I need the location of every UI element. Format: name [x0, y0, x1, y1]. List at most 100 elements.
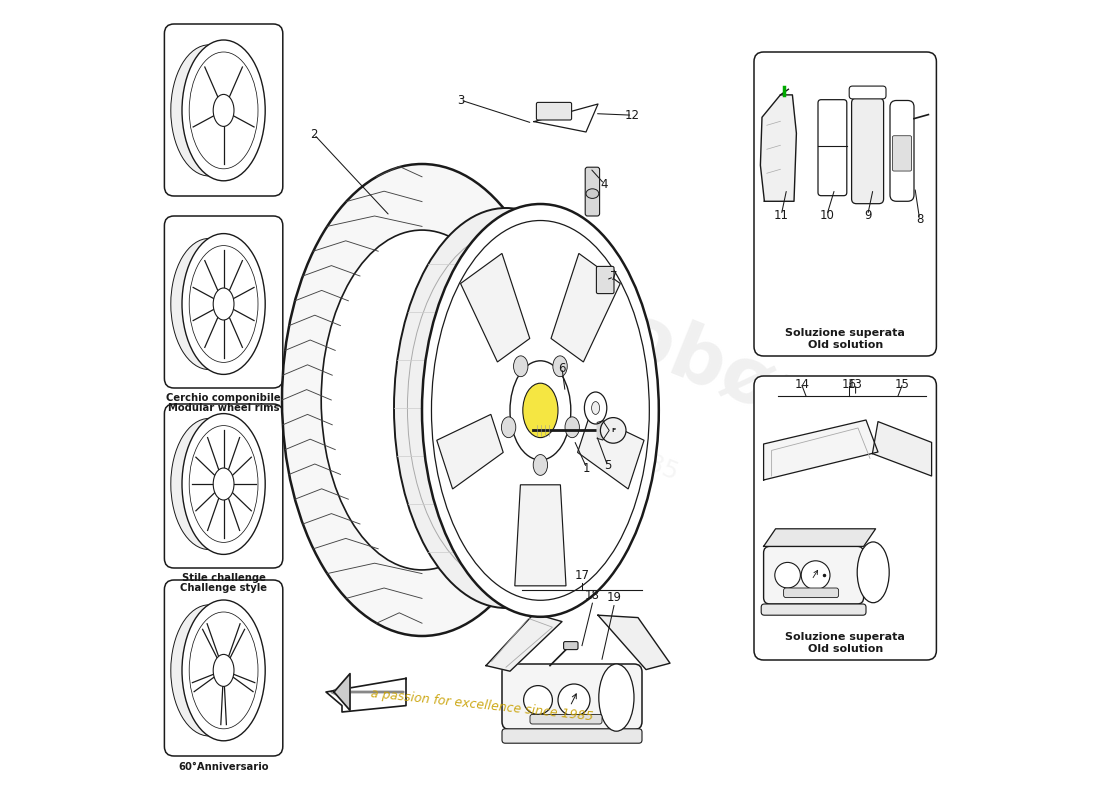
Text: 13: 13	[848, 378, 864, 390]
FancyBboxPatch shape	[892, 136, 912, 171]
Polygon shape	[486, 614, 562, 671]
Text: Soluzione superata: Soluzione superata	[785, 328, 905, 338]
Text: 3: 3	[456, 94, 464, 106]
FancyBboxPatch shape	[585, 167, 600, 216]
Ellipse shape	[857, 542, 889, 602]
Ellipse shape	[213, 654, 234, 686]
Ellipse shape	[213, 288, 234, 320]
Ellipse shape	[586, 189, 598, 198]
Text: 5: 5	[604, 459, 612, 472]
FancyBboxPatch shape	[530, 714, 602, 724]
Polygon shape	[598, 615, 670, 670]
Ellipse shape	[182, 234, 265, 374]
Text: 16: 16	[842, 378, 857, 390]
Ellipse shape	[170, 605, 248, 736]
Ellipse shape	[522, 383, 558, 438]
Text: 8: 8	[916, 213, 923, 226]
Text: since 1985: since 1985	[547, 411, 682, 485]
Text: 9: 9	[864, 209, 871, 222]
Polygon shape	[461, 254, 530, 362]
Polygon shape	[763, 529, 876, 546]
Text: 17: 17	[574, 569, 590, 582]
Ellipse shape	[598, 664, 634, 731]
FancyBboxPatch shape	[164, 24, 283, 196]
Ellipse shape	[170, 45, 248, 176]
Ellipse shape	[182, 414, 265, 554]
FancyBboxPatch shape	[849, 86, 886, 99]
Ellipse shape	[422, 204, 659, 617]
Ellipse shape	[213, 94, 234, 126]
Polygon shape	[437, 414, 503, 489]
Polygon shape	[763, 420, 878, 480]
Polygon shape	[760, 95, 796, 202]
Ellipse shape	[592, 402, 600, 414]
Polygon shape	[326, 678, 406, 712]
Ellipse shape	[502, 417, 516, 438]
FancyBboxPatch shape	[783, 588, 838, 598]
Text: Cerchio componibile: Cerchio componibile	[166, 393, 280, 403]
Polygon shape	[872, 422, 932, 476]
Text: 7: 7	[610, 270, 618, 283]
FancyBboxPatch shape	[596, 266, 614, 294]
FancyBboxPatch shape	[502, 664, 642, 730]
Text: Stile challenge: Stile challenge	[182, 573, 265, 582]
FancyBboxPatch shape	[502, 729, 642, 743]
Polygon shape	[515, 485, 566, 586]
Text: Challenge style: Challenge style	[180, 583, 267, 594]
FancyBboxPatch shape	[164, 580, 283, 756]
Text: 2: 2	[310, 128, 318, 141]
Text: F: F	[612, 428, 615, 433]
Ellipse shape	[182, 40, 265, 181]
Text: 12: 12	[625, 109, 640, 122]
Ellipse shape	[182, 600, 265, 741]
Circle shape	[524, 686, 552, 714]
Text: 18: 18	[585, 589, 600, 602]
FancyBboxPatch shape	[754, 52, 936, 356]
Circle shape	[558, 684, 590, 716]
Ellipse shape	[170, 418, 248, 550]
Text: Soluzione superata: Soluzione superata	[785, 632, 905, 642]
Polygon shape	[597, 421, 609, 440]
Ellipse shape	[565, 417, 580, 438]
Circle shape	[601, 418, 626, 443]
Text: 1: 1	[583, 462, 591, 474]
FancyBboxPatch shape	[763, 546, 864, 604]
Text: 14: 14	[794, 378, 810, 390]
FancyBboxPatch shape	[563, 642, 578, 650]
Text: 19: 19	[606, 591, 621, 604]
Text: 6: 6	[558, 362, 565, 374]
FancyBboxPatch shape	[890, 101, 914, 202]
Text: 60°Anniversario: 60°Anniversario	[178, 762, 268, 771]
FancyBboxPatch shape	[761, 604, 866, 615]
Ellipse shape	[553, 356, 568, 377]
Text: 4: 4	[601, 178, 608, 190]
Polygon shape	[334, 674, 350, 710]
Text: 15: 15	[894, 378, 910, 390]
Ellipse shape	[213, 468, 234, 500]
FancyBboxPatch shape	[818, 100, 847, 196]
Ellipse shape	[321, 230, 522, 570]
Ellipse shape	[584, 392, 607, 424]
Text: 11: 11	[773, 209, 789, 222]
FancyBboxPatch shape	[164, 216, 283, 388]
Text: a passion for excellence since 1985: a passion for excellence since 1985	[370, 687, 594, 724]
FancyBboxPatch shape	[537, 102, 572, 120]
Ellipse shape	[514, 356, 528, 377]
Text: Old solution: Old solution	[807, 643, 883, 654]
Circle shape	[774, 562, 801, 588]
FancyBboxPatch shape	[754, 376, 936, 660]
Polygon shape	[578, 414, 644, 489]
Ellipse shape	[394, 208, 618, 608]
Text: Modular wheel rims: Modular wheel rims	[168, 403, 279, 413]
Ellipse shape	[170, 238, 248, 370]
FancyBboxPatch shape	[851, 98, 883, 204]
Ellipse shape	[282, 164, 562, 636]
FancyBboxPatch shape	[164, 404, 283, 568]
Polygon shape	[551, 254, 620, 362]
Text: 10: 10	[820, 209, 834, 222]
Ellipse shape	[534, 454, 548, 475]
Ellipse shape	[510, 361, 571, 460]
Text: eurobøres: eurobøres	[477, 243, 911, 477]
Circle shape	[801, 561, 830, 590]
Text: Old solution: Old solution	[807, 339, 883, 350]
